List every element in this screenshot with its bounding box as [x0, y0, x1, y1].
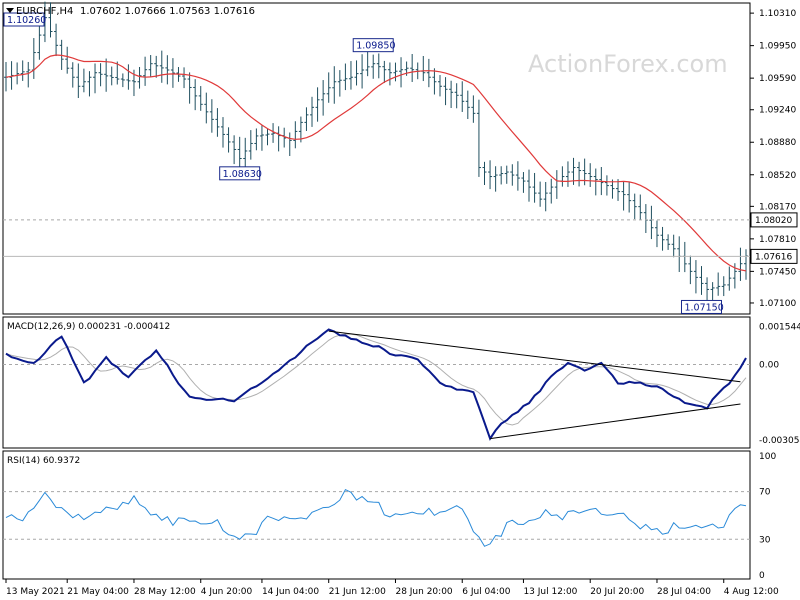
price-annotation-box — [219, 166, 261, 181]
level-marker-box — [750, 212, 798, 228]
rsi-line — [5, 488, 747, 547]
macd-trendline — [489, 403, 741, 440]
watermark: ActionForex.com — [528, 50, 728, 78]
price-bars — [4, 1, 748, 306]
rsi-panel: RSI(14) 60.9372 — [2, 450, 751, 580]
price-tick-label: 1.08520 — [759, 171, 796, 181]
macd-trendlines — [328, 330, 741, 440]
ohlc-values: 1.07602 1.07666 1.07563 1.07616 — [80, 6, 255, 17]
time-tick-label: 13 Jul 12:00 — [523, 587, 577, 597]
price-tick-label: 1.08170 — [759, 202, 796, 212]
price-tick-label: 1.07100 — [759, 299, 796, 309]
chart-header: EURCHF,H4 1.07602 1.07666 1.07563 1.0761… — [6, 6, 255, 17]
rsi-tick-label: 0 — [759, 571, 765, 581]
time-axis: 13 May 2021 21 May 04:00 28 May 12:00 4 Jun… — [5, 579, 779, 597]
rsi-tick-label: 30 — [759, 535, 771, 545]
level-marker-label: 1.08020 — [755, 216, 792, 226]
macd-panel: MACD(12,26,9) 0.000231 -0.000412 — [2, 316, 751, 449]
time-tick-label: 4 Jun 20:00 — [201, 587, 253, 597]
price-tick-label: 1.10310 — [759, 9, 796, 19]
macd-axis: 0.001544 0.00 -0.003054 — [759, 322, 800, 446]
time-tick-label: 4 Aug 12:00 — [724, 587, 779, 597]
price-panel-frame — [2, 2, 751, 315]
time-tick-label: 20 Jul 20:00 — [590, 587, 644, 597]
price-tick-label: 1.07450 — [759, 267, 796, 277]
price-annotation-label: 1.10260 — [7, 15, 46, 26]
macd-tick-label: -0.003054 — [759, 436, 800, 446]
rsi-title: RSI(14) 60.9372 — [7, 456, 80, 466]
price-tick-label: 1.09240 — [759, 106, 796, 116]
macd-tick-label: 0.001544 — [759, 322, 800, 332]
time-tick-label: 14 Jun 04:00 — [262, 587, 319, 597]
level-marker-label: 1.07616 — [755, 252, 792, 262]
price-annotations: 1.10260 1.09850 1.08630 1.07150 — [3, 12, 724, 314]
time-tick-label: 21 May 04:00 — [67, 587, 129, 597]
price-annotation-label: 1.08630 — [223, 169, 262, 180]
price-axis: 1.10310 1.09950 1.09590 1.09240 1.08880 1.085… — [750, 9, 798, 309]
dropdown-triangle-icon[interactable] — [6, 8, 14, 13]
level-marker-box — [750, 248, 798, 264]
rsi-axis: 100 70 30 0 — [759, 452, 776, 581]
macd-title: MACD(12,26,9) 0.000231 -0.000412 — [7, 322, 170, 332]
price-tick-label: 1.08880 — [759, 138, 796, 148]
time-tick-label: 28 Jul 04:00 — [657, 587, 711, 597]
macd-main-line — [5, 328, 747, 441]
moving-average-line — [5, 54, 747, 272]
price-annotation-box — [3, 12, 45, 27]
time-tick-label: 28 Jun 20:00 — [395, 587, 452, 597]
price-annotation-label: 1.07150 — [684, 302, 723, 313]
time-tick-label: 21 Jun 12:00 — [329, 587, 386, 597]
macd-signal-line — [5, 333, 747, 426]
price-annotation-box — [352, 38, 394, 53]
price-annotation-box — [680, 299, 722, 314]
price-panel: ActionForex.com 1.10260 1.09850 1.08630 1.0… — [2, 1, 751, 315]
time-tick-label: 6 Jul 04:00 — [462, 587, 511, 597]
rsi-tick-label: 70 — [759, 488, 771, 498]
time-tick-label: 13 May 2021 — [6, 587, 65, 597]
price-annotation-label: 1.09850 — [356, 41, 395, 52]
price-tick-label: 1.07810 — [759, 235, 796, 245]
price-tick-label: 1.09590 — [759, 74, 796, 84]
time-tick-label: 28 May 12:00 — [134, 587, 196, 597]
rsi-tick-label: 100 — [759, 452, 776, 462]
price-tick-label: 1.09950 — [759, 42, 796, 52]
macd-tick-label: 0.00 — [759, 360, 779, 370]
rsi-panel-frame — [2, 450, 751, 580]
symbol-label: EURCHF,H4 — [16, 6, 73, 17]
macd-trendline — [328, 330, 741, 383]
